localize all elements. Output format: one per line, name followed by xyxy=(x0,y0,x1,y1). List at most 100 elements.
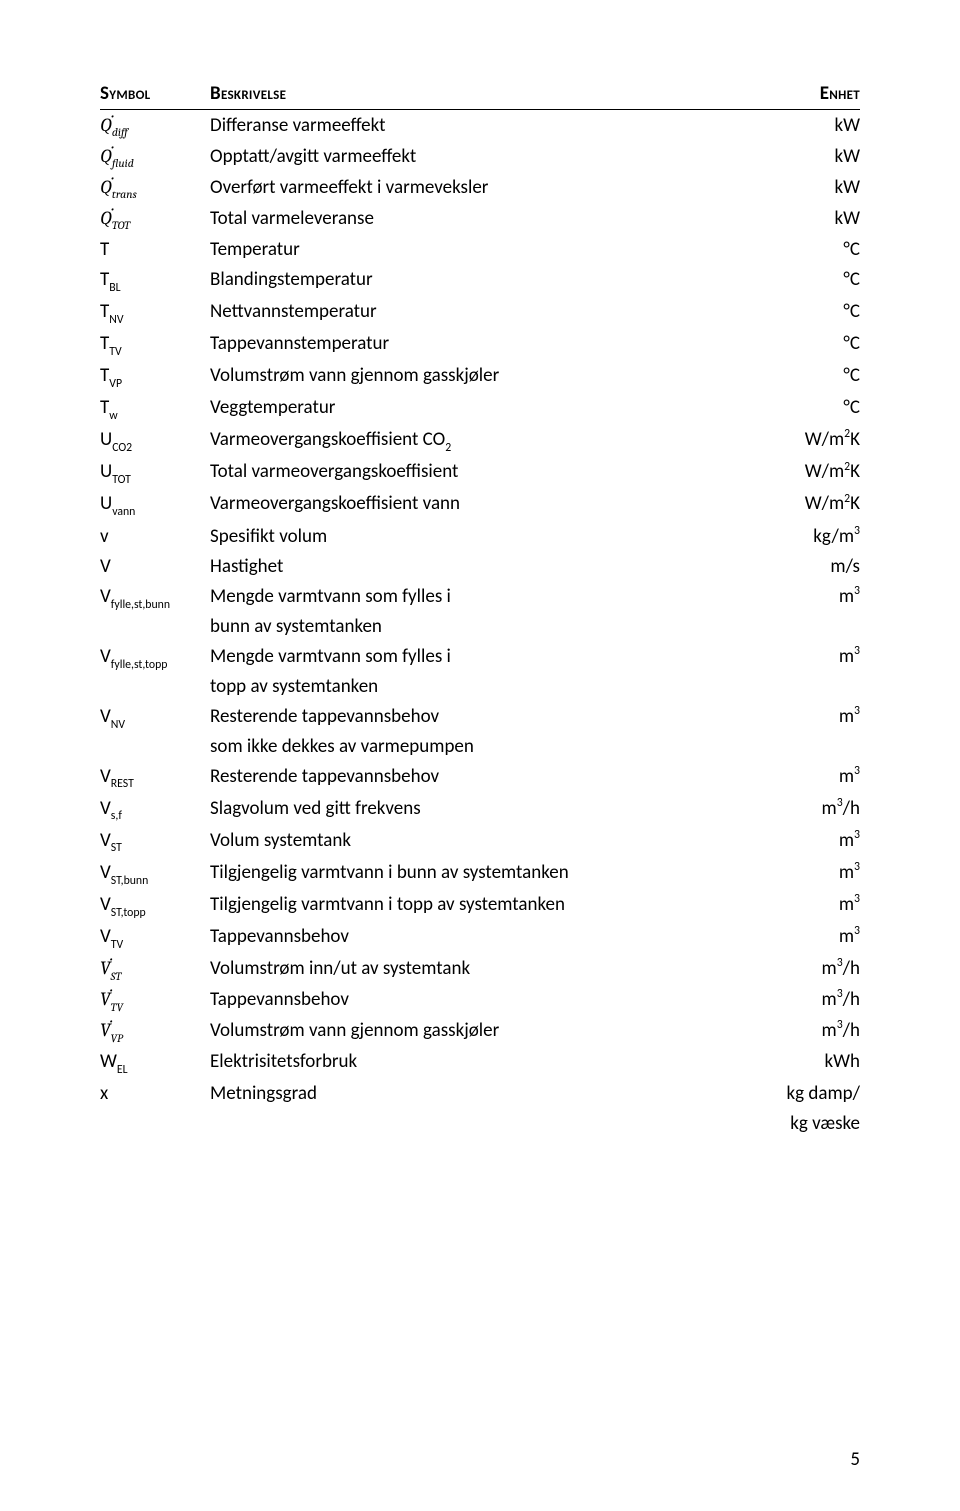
unit-cell: m3 xyxy=(730,826,860,858)
symbol-cell: Vs,f xyxy=(100,794,210,826)
unit-cell: m3/h xyxy=(730,1016,860,1047)
symbol-cell: Q̇trans xyxy=(100,172,210,203)
table-row: VHastighetm/s xyxy=(100,551,860,581)
symbol-cell: v xyxy=(100,521,210,551)
symbol-cell: TVP xyxy=(100,361,210,393)
table-row: V̇STVolumstrøm inn/ut av systemtankm3/h xyxy=(100,954,860,985)
table-row: TBLBlandingstemperatur°C xyxy=(100,265,860,297)
table-row: VSTVolum systemtankm3 xyxy=(100,826,860,858)
symbol-cell: V̇ST xyxy=(100,954,210,985)
symbol-cell: VTV xyxy=(100,922,210,954)
page-number: 5 xyxy=(850,1448,860,1471)
description-cell: Veggtemperatur xyxy=(210,393,730,425)
description-cell: Resterende tappevannsbehov xyxy=(210,762,730,794)
table-row: Vs,fSlagvolum ved gitt frekvensm3/h xyxy=(100,794,860,826)
unit-cell: m3 xyxy=(730,582,860,642)
symbol-cell: Tw xyxy=(100,393,210,425)
symbol-cell: VREST xyxy=(100,762,210,794)
description-cell: Elektrisitetsforbruk xyxy=(210,1047,730,1079)
symbol-cell: VST,topp xyxy=(100,890,210,922)
unit-cell: m3 xyxy=(730,642,860,702)
description-cell: Differanse varmeeffekt xyxy=(210,110,730,142)
unit-cell: kW xyxy=(730,203,860,234)
description-cell: Tilgjengelig varmtvann i bunn av systemt… xyxy=(210,858,730,890)
table-row: Vfylle,st,toppMengde varmtvann som fylle… xyxy=(100,642,860,702)
description-cell: Overført varmeeffekt i varmeveksler xyxy=(210,172,730,203)
unit-cell: kW xyxy=(730,141,860,172)
table-row: TNVNettvannstemperatur°C xyxy=(100,297,860,329)
header-description: Beskrivelse xyxy=(210,80,730,110)
table-row: xMetningsgradkg damp/kg væske xyxy=(100,1079,860,1139)
symbol-cell: Q̇TOT xyxy=(100,203,210,234)
unit-cell: kW xyxy=(730,110,860,142)
description-cell: Nettvannstemperatur xyxy=(210,297,730,329)
description-cell: Spesifikt volum xyxy=(210,521,730,551)
description-cell: Blandingstemperatur xyxy=(210,265,730,297)
header-unit: Enhet xyxy=(730,80,860,110)
table-row: Q̇fluidOpptatt/avgitt varmeeffektkW xyxy=(100,141,860,172)
description-cell: Metningsgrad xyxy=(210,1079,730,1139)
symbol-cell: T xyxy=(100,234,210,264)
unit-cell: m3/h xyxy=(730,954,860,985)
table-header: Symbol Beskrivelse Enhet xyxy=(100,80,860,110)
table-row: V̇VPVolumstrøm vann gjennom gasskjølerm3… xyxy=(100,1016,860,1047)
table-row: TTVTappevannstemperatur°C xyxy=(100,329,860,361)
table-row: Vfylle,st,bunnMengde varmtvann som fylle… xyxy=(100,582,860,642)
table-row: UvannVarmeovergangskoeffisient vannW/m2K xyxy=(100,489,860,521)
unit-cell: W/m2K xyxy=(730,425,860,457)
unit-cell: W/m2K xyxy=(730,489,860,521)
table-body: Q̇diffDifferanse varmeeffektkWQ̇fluidOpp… xyxy=(100,110,860,1139)
symbol-cell: V̇TV xyxy=(100,985,210,1016)
unit-cell: m3 xyxy=(730,762,860,794)
table-row: vSpesifikt volumkg/m3 xyxy=(100,521,860,551)
description-cell: Total varmeleveranse xyxy=(210,203,730,234)
description-cell: Tappevannstemperatur xyxy=(210,329,730,361)
unit-cell: kg damp/kg væske xyxy=(730,1079,860,1139)
unit-cell: °C xyxy=(730,393,860,425)
page: Symbol Beskrivelse Enhet Q̇diffDifferans… xyxy=(0,0,960,1511)
table-row: TwVeggtemperatur°C xyxy=(100,393,860,425)
unit-cell: m3/h xyxy=(730,794,860,826)
description-cell: Volumstrøm vann gjennom gasskjøler xyxy=(210,1016,730,1047)
symbol-cell: UTOT xyxy=(100,457,210,489)
unit-cell: kW xyxy=(730,172,860,203)
table-row: VST,bunnTilgjengelig varmtvann i bunn av… xyxy=(100,858,860,890)
unit-cell: W/m2K xyxy=(730,457,860,489)
symbol-cell: VNV xyxy=(100,702,210,762)
symbol-cell: V xyxy=(100,551,210,581)
symbol-cell: x xyxy=(100,1079,210,1139)
unit-cell: °C xyxy=(730,329,860,361)
unit-cell: °C xyxy=(730,265,860,297)
symbol-cell: VST,bunn xyxy=(100,858,210,890)
symbol-cell: Uvann xyxy=(100,489,210,521)
unit-cell: °C xyxy=(730,297,860,329)
description-cell: Temperatur xyxy=(210,234,730,264)
table-row: VRESTResterende tappevannsbehovm3 xyxy=(100,762,860,794)
description-cell: Varmeovergangskoeffisient CO2 xyxy=(210,425,730,457)
description-cell: Mengde varmtvann som fylles ibunn av sys… xyxy=(210,582,730,642)
table-row: Q̇transOverført varmeeffekt i varmeveksl… xyxy=(100,172,860,203)
description-cell: Volumstrøm inn/ut av systemtank xyxy=(210,954,730,985)
unit-cell: m3 xyxy=(730,858,860,890)
description-cell: Tilgjengelig varmtvann i topp av systemt… xyxy=(210,890,730,922)
description-cell: Mengde varmtvann som fylles itopp av sys… xyxy=(210,642,730,702)
unit-cell: °C xyxy=(730,361,860,393)
description-cell: Resterende tappevannsbehovsom ikke dekke… xyxy=(210,702,730,762)
unit-cell: kWh xyxy=(730,1047,860,1079)
description-cell: Total varmeovergangskoeffisient xyxy=(210,457,730,489)
table-row: TVPVolumstrøm vann gjennom gasskjøler°C xyxy=(100,361,860,393)
symbol-cell: Vfylle,st,topp xyxy=(100,642,210,702)
symbol-cell: Q̇diff xyxy=(100,110,210,142)
table-row: UCO2Varmeovergangskoeffisient CO2W/m2K xyxy=(100,425,860,457)
table-row: Q̇TOTTotal varmeleveransekW xyxy=(100,203,860,234)
unit-cell: kg/m3 xyxy=(730,521,860,551)
table-row: V̇TVTappevannsbehovm3/h xyxy=(100,985,860,1016)
symbol-cell: VST xyxy=(100,826,210,858)
symbol-cell: V̇VP xyxy=(100,1016,210,1047)
header-symbol: Symbol xyxy=(100,80,210,110)
description-cell: Hastighet xyxy=(210,551,730,581)
symbol-cell: Vfylle,st,bunn xyxy=(100,582,210,642)
table-row: Q̇diffDifferanse varmeeffektkW xyxy=(100,110,860,142)
unit-cell: m/s xyxy=(730,551,860,581)
description-cell: Volum systemtank xyxy=(210,826,730,858)
